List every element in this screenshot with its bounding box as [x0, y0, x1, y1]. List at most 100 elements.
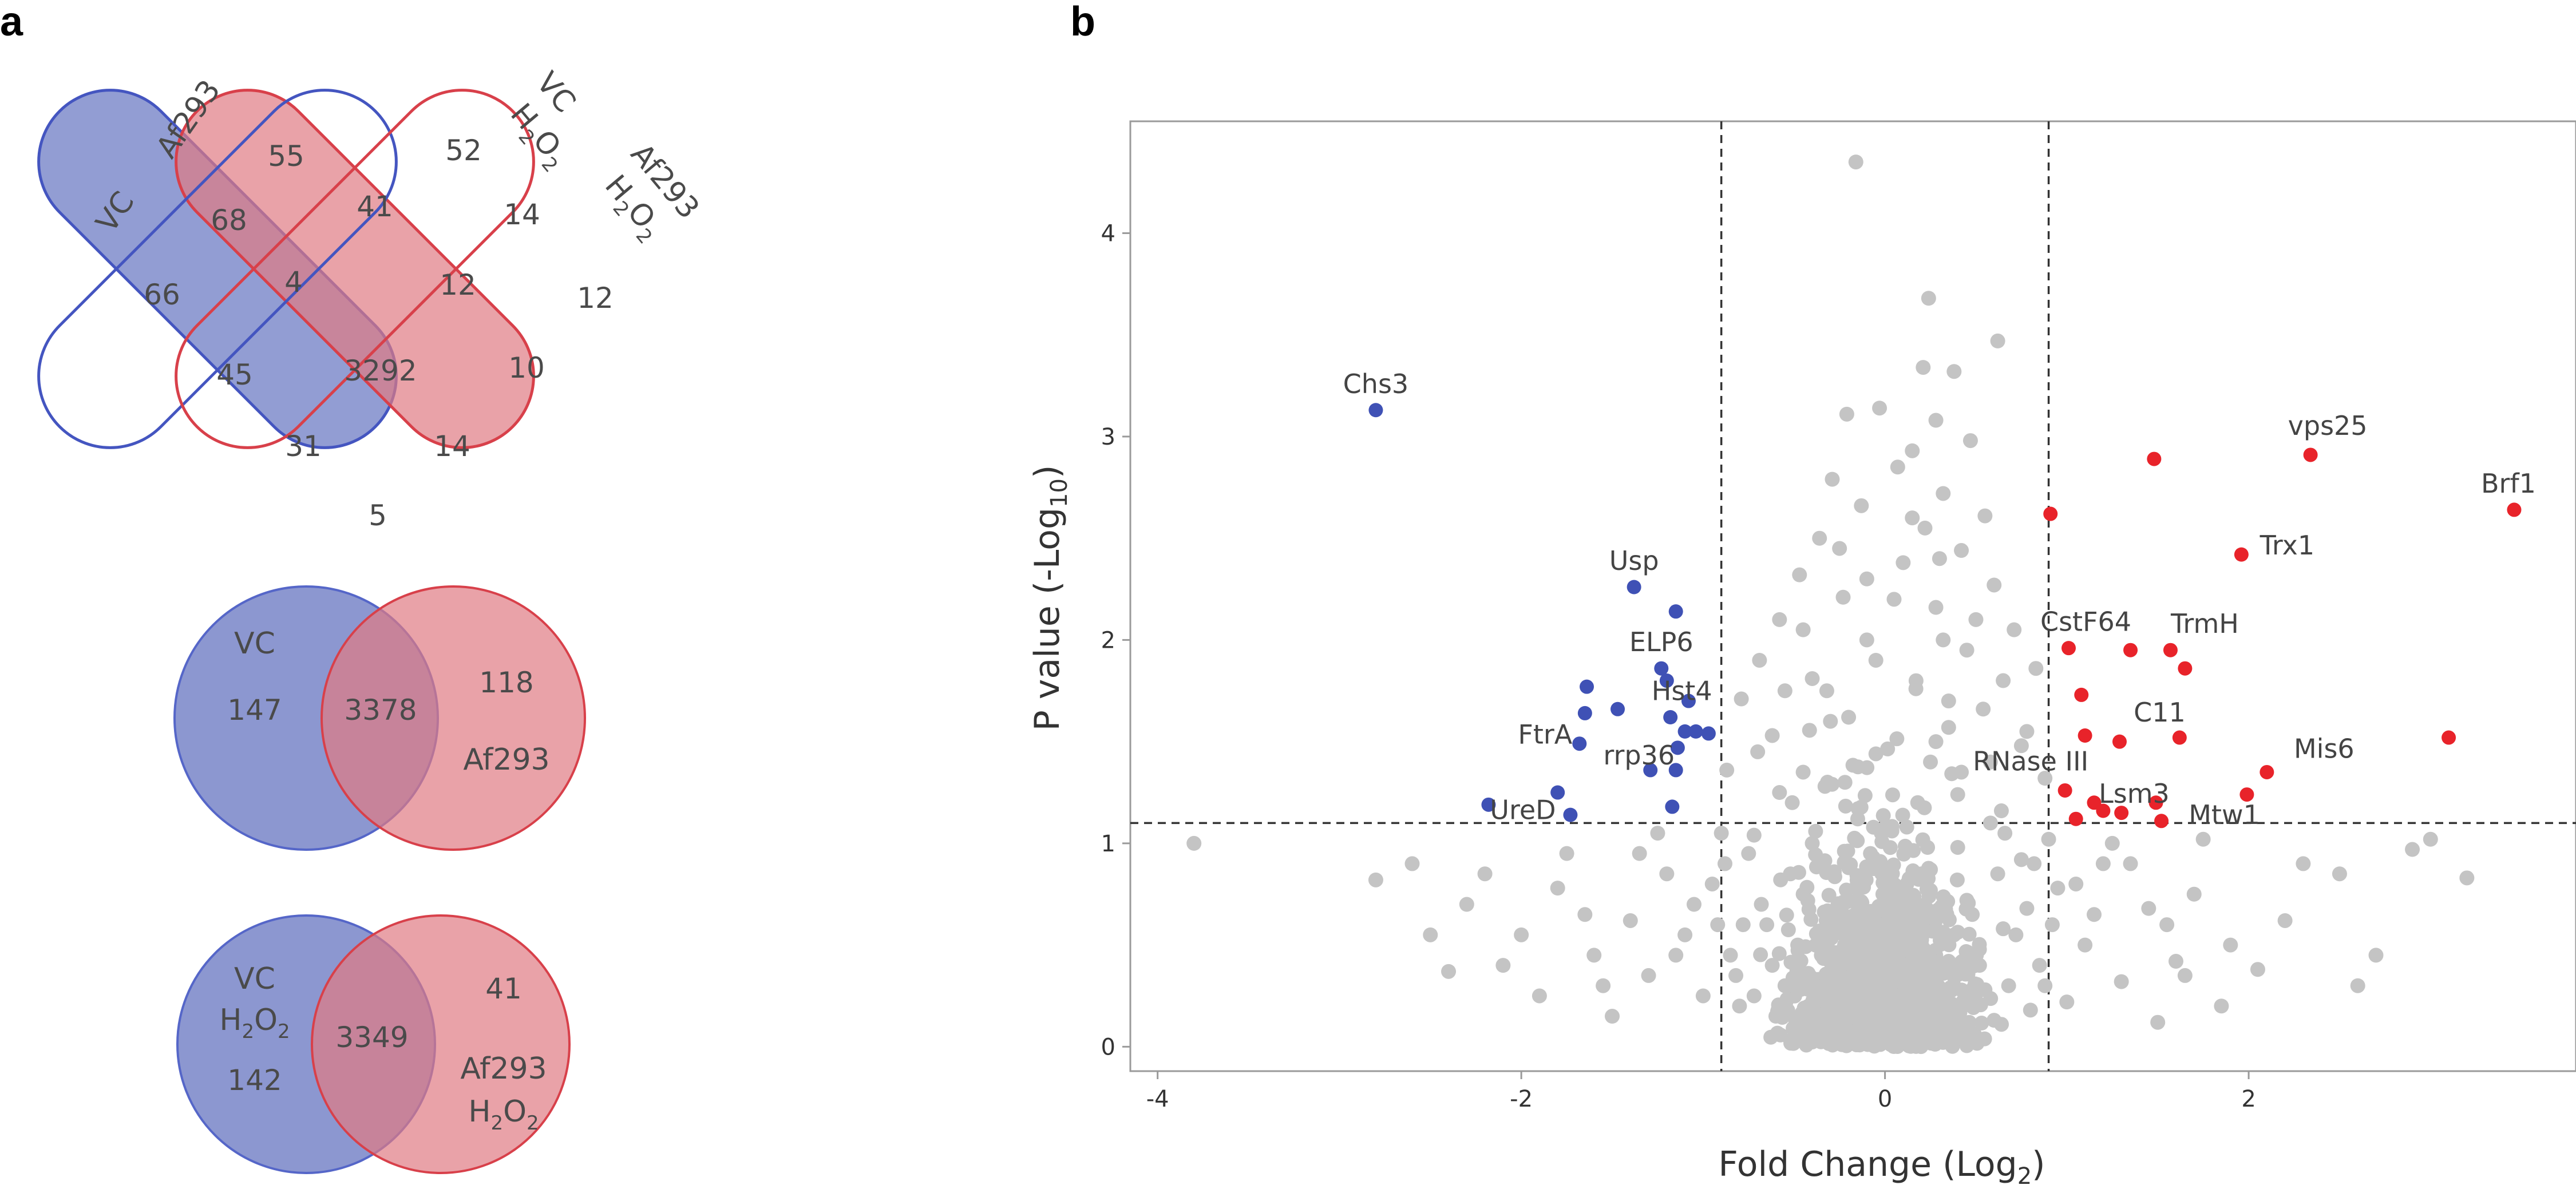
- scatter-point-background: [1853, 799, 1869, 815]
- venn4-label-vc-h2o2: VC H2O2: [499, 66, 582, 177]
- scatter-point-up: [2172, 730, 2187, 745]
- scatter-point-not-significant: [1932, 551, 1947, 566]
- scatter-point-not-significant: [1946, 927, 1962, 942]
- scatter-point-background: [1808, 823, 1823, 839]
- scatter-point-not-significant: [2001, 978, 2016, 993]
- scatter-point-down: [1659, 673, 1674, 688]
- venn2-top-label-vc: VC: [234, 627, 275, 661]
- scatter-point-up: [2061, 641, 2076, 656]
- scatter-point-background: [1896, 1035, 1911, 1050]
- scatter-point-not-significant: [1605, 1009, 1620, 1024]
- scatter-point-not-significant: [1186, 835, 1202, 851]
- scatter-point-not-significant: [1404, 856, 1420, 871]
- scatter-point-not-significant: [1983, 815, 1998, 831]
- scatter-point-not-significant: [1819, 683, 1834, 699]
- scatter-point-not-significant: [1990, 333, 2005, 348]
- scatter-point-not-significant: [1983, 754, 1998, 770]
- points-not-significant: [1186, 154, 2475, 1055]
- panel-label-a: a: [0, 0, 23, 45]
- scatter-point-not-significant: [1877, 1029, 1893, 1044]
- scatter-point-up: [2260, 764, 2274, 779]
- scatter-point-not-significant: [1839, 406, 1854, 422]
- scatter-point-not-significant: [1792, 567, 1807, 582]
- scatter-point-up: [2507, 502, 2522, 517]
- scatter-point-background: [1969, 1036, 1985, 1051]
- svg-text:Af293: Af293: [460, 1052, 547, 1086]
- scatter-point-not-significant: [1850, 913, 1865, 928]
- scatter-point-not-significant: [1936, 486, 1951, 501]
- scatter-point-not-significant: [2059, 994, 2075, 1010]
- scatter-point-not-significant: [1936, 632, 1951, 648]
- scatter-point-up: [2163, 643, 2178, 657]
- scatter-point-not-significant: [1859, 571, 1874, 586]
- venn4-count-vc-only: 66: [144, 278, 180, 311]
- scatter-point-not-significant: [1623, 913, 1638, 928]
- scatter-point-not-significant: [1896, 555, 1911, 570]
- scatter-point-not-significant: [2087, 907, 2102, 922]
- scatter-point-not-significant: [2041, 831, 2056, 847]
- scatter-point-not-significant: [1812, 530, 1827, 546]
- scatter-point-not-significant: [2177, 968, 2193, 983]
- scatter-point-background: [1779, 907, 1794, 923]
- scatter-point-not-significant: [1859, 632, 1874, 648]
- scatter-point-not-significant: [2368, 948, 2384, 963]
- scatter-point-not-significant: [1941, 720, 1956, 735]
- venn4-set-af293-h2o2: [175, 89, 535, 449]
- point-label: Trx1: [2260, 530, 2315, 561]
- scatter-point-up: [2147, 451, 2162, 466]
- scatter-point-not-significant: [1916, 360, 1931, 375]
- scatter-point-not-significant: [1968, 612, 1984, 627]
- venn4-count-vch-only: 52: [445, 134, 482, 167]
- scatter-point-not-significant: [1886, 974, 1902, 989]
- point-label: TrmH: [2170, 608, 2239, 639]
- venn4-count-vch-afh: 14: [504, 198, 540, 231]
- scatter-point-not-significant: [2008, 927, 2024, 942]
- scatter-point-not-significant: [2114, 974, 2129, 989]
- scatter-point-background: [1875, 808, 1891, 823]
- scatter-point-up: [2178, 661, 2193, 676]
- scatter-point-not-significant: [2037, 771, 2053, 786]
- scatter-point-not-significant: [1719, 762, 1735, 778]
- scatter-point-background: [1857, 788, 1873, 803]
- scatter-point-not-significant: [1752, 652, 1767, 668]
- scatter-point-down: [1481, 797, 1496, 812]
- scatter-point-background: [1877, 997, 1892, 1012]
- scatter-point-not-significant: [1899, 876, 1914, 891]
- scatter-point-not-significant: [1790, 937, 1806, 953]
- scatter-point-background: [1895, 807, 1910, 823]
- scatter-point-not-significant: [2068, 876, 2084, 891]
- venn4-set-vc-h2o2: [37, 89, 398, 449]
- scatter-point-not-significant: [1732, 998, 1747, 1014]
- panel-label-b: b: [1070, 0, 1095, 45]
- point-label: vps25: [2288, 410, 2368, 441]
- scatter-point-not-significant: [1777, 978, 1792, 993]
- scatter-point-background: [1859, 760, 1875, 775]
- scatter-point-not-significant: [1841, 860, 1857, 875]
- scatter-point-down: [1688, 724, 1703, 739]
- plot-frame: [1129, 120, 2576, 1072]
- scatter-point-not-significant: [1874, 937, 1889, 953]
- scatter-point-not-significant: [1855, 958, 1871, 973]
- scatter-point-background: [1929, 961, 1945, 977]
- scatter-point-down: [1368, 403, 1383, 418]
- scatter-point-background: [1846, 945, 1862, 961]
- scatter-point-not-significant: [2123, 856, 2138, 871]
- scatter-point-not-significant: [1477, 866, 1493, 882]
- scatter-point-not-significant: [1965, 907, 1980, 922]
- scatter-point-not-significant: [1914, 866, 1929, 882]
- point-label: Usp: [1609, 545, 1659, 576]
- scatter-point-not-significant: [1841, 710, 1857, 725]
- scatter-point-background: [1923, 974, 1938, 990]
- scatter-point-background: [1885, 787, 1900, 803]
- scatter-point-not-significant: [1850, 811, 1865, 827]
- scatter-point-background: [1906, 889, 1922, 904]
- scatter-point-not-significant: [2250, 962, 2265, 977]
- scatter-point-up: [2154, 814, 2169, 829]
- scatter-point-background: [1935, 1009, 1950, 1025]
- scatter-point-not-significant: [1923, 754, 1938, 770]
- scatter-point-not-significant: [1746, 988, 1762, 1004]
- scatter-point-not-significant: [1596, 978, 1611, 993]
- scatter-point-not-significant: [1514, 927, 1529, 942]
- scatter-point-background: [1948, 1002, 1964, 1017]
- scatter-point-up: [2442, 730, 2456, 745]
